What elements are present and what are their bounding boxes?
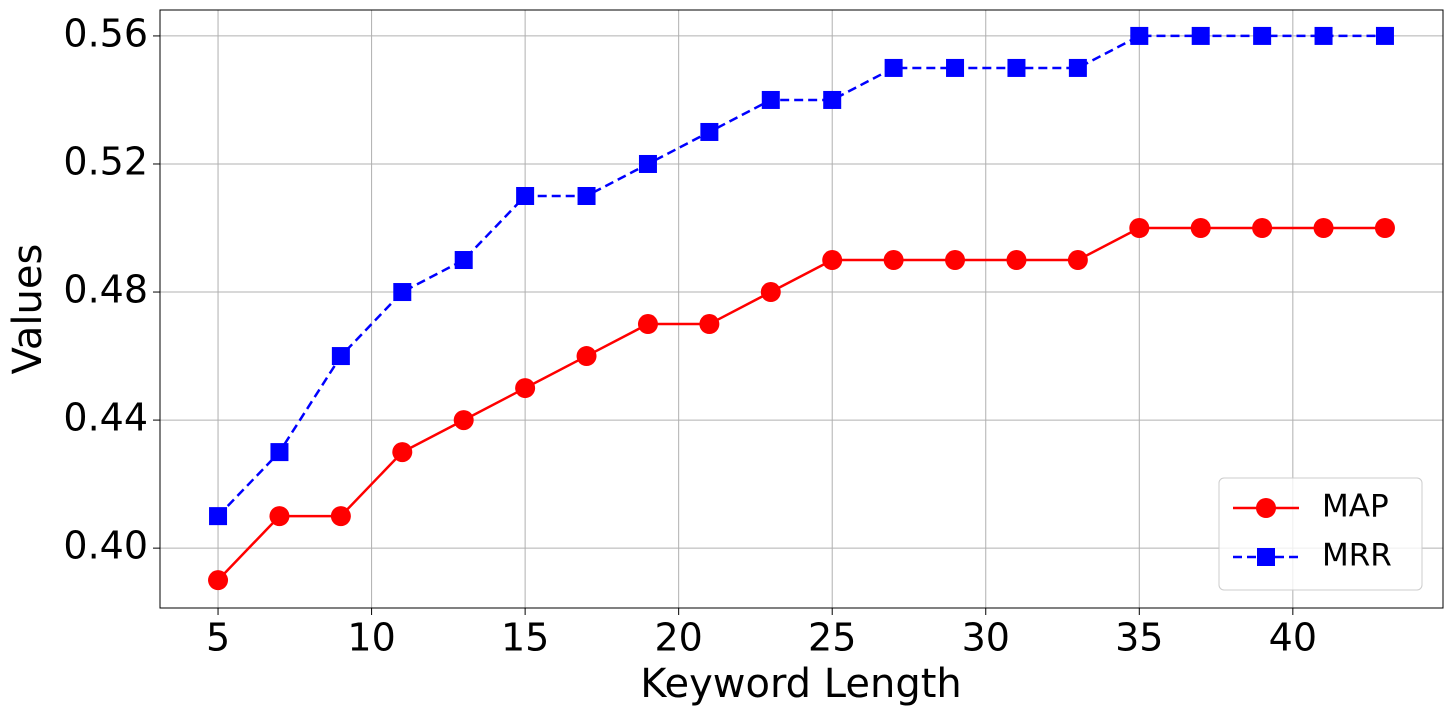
marker [1007,58,1026,77]
marker [331,347,350,366]
marker [946,58,965,77]
marker [1314,26,1333,45]
marker [1375,26,1394,45]
marker [884,58,903,77]
x-axis-label: Keyword Length [640,661,962,707]
marker [700,122,719,141]
series-line [217,34,1385,517]
x-tick-label: 5 [206,616,230,660]
marker [823,90,842,109]
legend-marker [1257,548,1275,566]
marker [699,314,720,335]
marker [1129,218,1150,239]
plot-frame [159,9,1444,609]
marker [208,570,229,591]
marker [1252,218,1273,239]
marker [822,250,843,271]
marker [516,186,535,205]
y-tick-label: 0.56 [63,11,148,55]
marker [209,507,228,526]
marker [393,283,412,302]
marker [1313,218,1334,239]
marker [577,186,596,205]
marker [1006,250,1027,271]
x-tick-label: 20 [654,616,702,660]
marker [761,90,780,109]
legend-label: MAP [1322,489,1389,525]
marker [453,410,474,431]
marker [392,442,413,463]
marker [515,378,536,399]
marker [1191,26,1210,45]
marker [1253,26,1272,45]
y-tick-label: 0.52 [63,139,148,183]
x-tick-label: 40 [1269,616,1317,660]
series-line [217,226,1385,582]
x-tick-label: 35 [1115,616,1163,660]
marker [638,154,657,173]
marker [945,250,966,271]
marker [760,282,781,303]
marker [576,346,597,367]
x-tick-label: 25 [808,616,856,660]
y-tick-label: 0.44 [63,396,148,440]
y-tick-label: 0.40 [63,524,148,568]
marker [1068,58,1087,77]
legend-label: MRR [1322,538,1392,574]
marker [1067,250,1088,271]
marker [1130,26,1149,45]
legend-marker [1256,498,1276,518]
marker [270,443,289,462]
marker [454,251,473,270]
marker [269,506,290,527]
x-tick-label: 30 [962,616,1010,660]
y-axis-label: Values [5,244,51,375]
x-tick-label: 10 [347,616,395,660]
marker [1374,218,1395,239]
y-tick-label: 0.48 [63,268,148,312]
marker [883,250,904,271]
marker [330,506,351,527]
marker [1190,218,1211,239]
marker [637,314,658,335]
x-tick-label: 15 [501,616,549,660]
